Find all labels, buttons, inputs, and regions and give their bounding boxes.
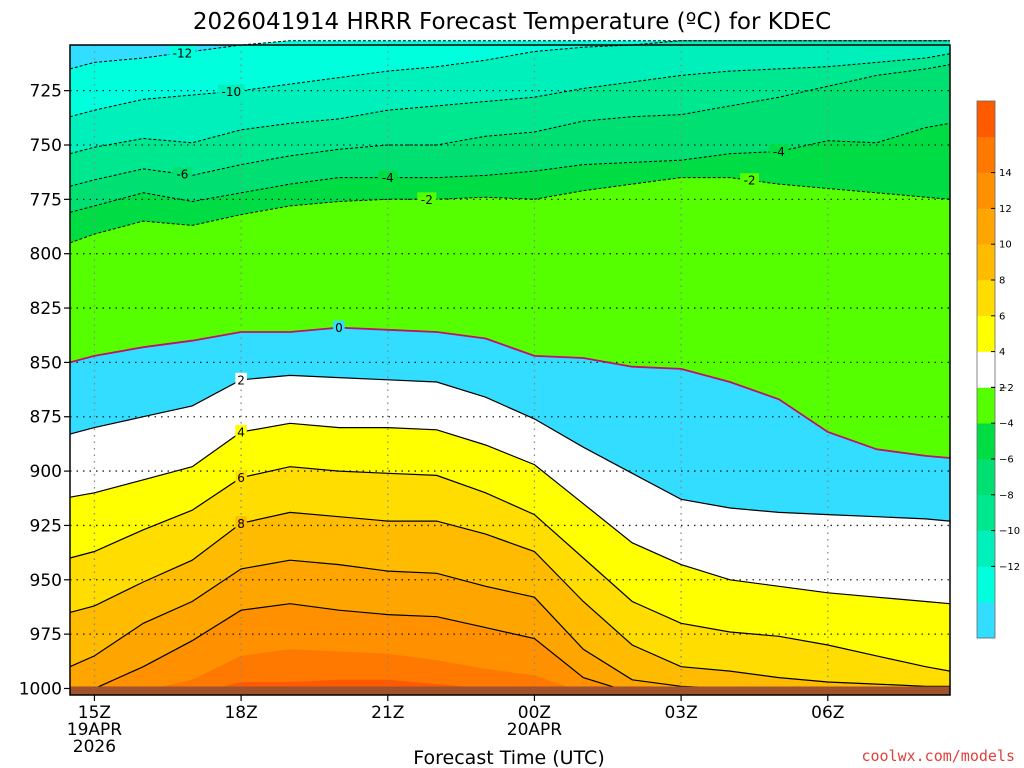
- y-tick-label: 850: [30, 353, 62, 373]
- colorbar-label: −12: [999, 562, 1020, 573]
- x-tick-label: 21Z: [371, 703, 404, 723]
- colorbar-segment: [977, 280, 995, 317]
- ground-layer: [70, 686, 950, 695]
- colorbar-segment: [977, 172, 995, 209]
- y-tick-label: 800: [30, 245, 62, 265]
- colorbar-label: 4: [999, 347, 1005, 358]
- isotherm-minus10: [69, 40, 950, 118]
- colorbar-label: −8: [999, 490, 1014, 501]
- x-tick-label: 00Z: [518, 703, 551, 723]
- contour-label: -2: [421, 193, 433, 207]
- y-axis: 725 750 775 800 825 850 875 900 925 950 975 1000: [19, 82, 70, 699]
- contour-label-bg: [235, 424, 247, 439]
- isotherm-4: [69, 422, 951, 605]
- colorbar-label: 12: [999, 204, 1012, 215]
- isotherm-6: [69, 466, 951, 672]
- colorbar-segment: [977, 566, 995, 603]
- contour-label: -4: [382, 171, 394, 185]
- y-tick-label: 825: [30, 299, 62, 319]
- contour-label-bg: [235, 372, 247, 387]
- colorbar-segment: [977, 530, 995, 567]
- colorbar-segment: [977, 244, 995, 281]
- colorbar-label: −2: [999, 383, 1014, 394]
- contour-label: -12: [173, 46, 193, 60]
- y-tick-label: 875: [30, 408, 62, 428]
- plot-grid: [70, 45, 950, 695]
- temperature-fills: [70, 40, 950, 696]
- y-tick-label: 725: [30, 82, 62, 102]
- contour-label-bg: [235, 470, 247, 485]
- y-tick-label: 975: [30, 625, 62, 645]
- x-tick-label: 20APR: [507, 720, 563, 740]
- x-axis-label: Forecast Time (UTC): [413, 747, 604, 768]
- colorbar-segment: [977, 208, 995, 245]
- isotherm-2: [69, 374, 951, 522]
- isotherm-minus8: [69, 53, 951, 155]
- colorbar-segment: [977, 101, 995, 138]
- contour-label-bg: [740, 173, 760, 188]
- y-tick-label: 750: [30, 136, 62, 156]
- isotherm-0: [69, 326, 951, 459]
- contour-label-bg: [235, 516, 247, 531]
- y-tick-label: 1000: [19, 679, 62, 699]
- colorbar-label: −4: [999, 419, 1014, 430]
- isotherm-minus6: [69, 64, 951, 187]
- contour-labels: -12 -10 -6 -4 -4 -2 -2 0 2 4 6 8: [169, 45, 789, 531]
- x-tick-label: 03Z: [664, 703, 697, 723]
- colorbar-label: 8: [999, 276, 1005, 287]
- contour-label: 2: [237, 373, 245, 387]
- colorbar-label: −6: [999, 455, 1014, 466]
- colorbar-segment: [977, 494, 995, 531]
- colorbar-label: −10: [999, 526, 1020, 537]
- credit-text: coolwx.com/models: [861, 747, 1015, 765]
- colorbar-label: 14: [999, 168, 1012, 179]
- contour-label: -6: [176, 168, 188, 182]
- plot-frame: [69, 44, 951, 696]
- contour-label-bg: [417, 192, 437, 207]
- contour-label: 0: [335, 321, 343, 335]
- isotherm-minus4: [69, 122, 951, 213]
- isotherm-8: [69, 511, 950, 687]
- contour-label-bg: [218, 84, 245, 99]
- contour-label-bg: [169, 45, 196, 60]
- x-tick-label: 19APR: [67, 720, 123, 740]
- colorbar-segment: [977, 459, 995, 496]
- y-tick-label: 925: [30, 516, 62, 536]
- y-tick-label: 950: [30, 571, 62, 591]
- colorbar-segment: [977, 351, 995, 388]
- colorbar-segment: [977, 602, 995, 639]
- contour-label: -2: [744, 174, 756, 188]
- chart-title: 2026041914 HRRR Forecast Temperature (ºC…: [193, 9, 831, 35]
- colorbar: −12 −10 −8 −6 −4 −22 4 6 8 10 12 14: [976, 100, 1020, 639]
- contour-label: 8: [237, 517, 245, 531]
- colorbar-segment: [977, 315, 995, 352]
- isotherm-minus2: [69, 177, 951, 244]
- contour-label-bg: [769, 144, 789, 159]
- contour-label: -10: [222, 85, 242, 99]
- colorbar-label: 6: [999, 311, 1005, 322]
- y-tick-label: 775: [30, 190, 62, 210]
- colorbar-segment: [977, 423, 995, 460]
- y-tick-label: 900: [30, 462, 62, 482]
- x-tick-label: 18Z: [224, 703, 257, 723]
- contour-label: 6: [237, 471, 245, 485]
- colorbar-frame: [976, 100, 996, 639]
- x-tick-label: 2026: [73, 737, 116, 757]
- contour-label: -4: [773, 145, 785, 159]
- contour-label-bg: [378, 170, 398, 185]
- colorbar-segment: [977, 387, 995, 424]
- colorbar-label: 2: [999, 383, 1005, 394]
- contour-label-bg: [172, 167, 192, 182]
- x-tick-label: 06Z: [811, 703, 844, 723]
- contour-label: 4: [237, 425, 245, 439]
- colorbar-segment: [977, 136, 995, 173]
- contour-label-bg: [333, 320, 345, 335]
- x-tick-label: 15Z: [78, 703, 111, 723]
- colorbar-label: 10: [999, 240, 1012, 251]
